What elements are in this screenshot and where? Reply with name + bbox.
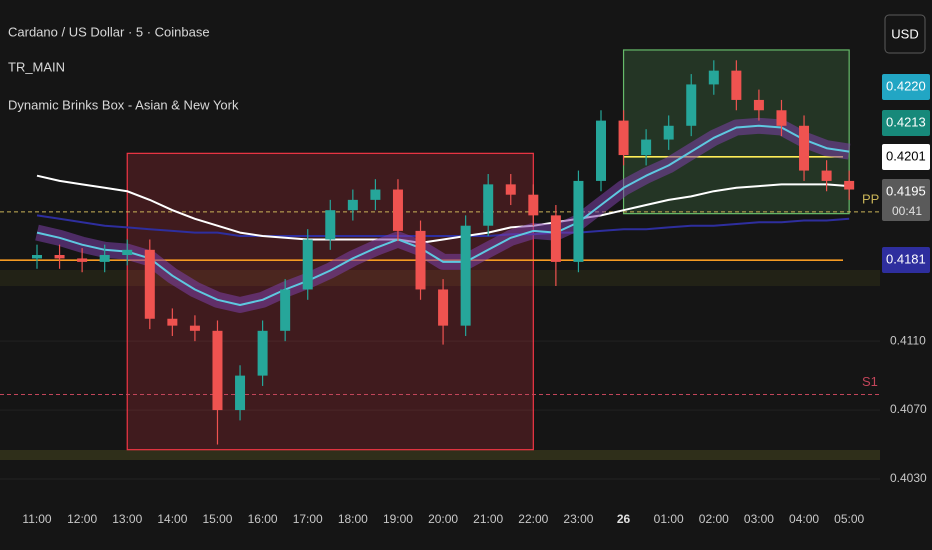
indicator-name: TR_MAIN xyxy=(8,59,65,74)
x-tick-label: 13:00 xyxy=(112,512,142,526)
candle-body xyxy=(821,170,832,181)
x-tick-label: 02:00 xyxy=(699,512,729,526)
price-label-box xyxy=(882,144,930,170)
candle-body xyxy=(167,318,178,326)
candle-body xyxy=(54,255,65,259)
candle-body xyxy=(550,215,561,262)
candle-body xyxy=(483,184,494,226)
x-tick-label: 01:00 xyxy=(654,512,684,526)
x-tick-label: 05:00 xyxy=(834,512,864,526)
price-label-box xyxy=(882,179,930,221)
x-tick-label: 26 xyxy=(617,512,631,526)
candle-body xyxy=(505,184,516,195)
plot-area xyxy=(0,49,880,480)
candle-body xyxy=(122,249,133,255)
candle-body xyxy=(235,375,246,411)
countdown: 00:41 xyxy=(892,204,922,218)
candle-body xyxy=(257,330,268,376)
candle-body xyxy=(573,180,584,262)
x-tick-label: 20:00 xyxy=(428,512,458,526)
candle-body xyxy=(799,125,810,171)
candle-body xyxy=(392,189,403,231)
x-tick-label: 15:00 xyxy=(202,512,232,526)
ma-line xyxy=(36,214,850,237)
symbol-title: Cardano / US Dollar · 5 · Coinbase xyxy=(8,24,210,39)
candle-body xyxy=(618,120,629,156)
candle-body xyxy=(663,125,674,140)
candle-body xyxy=(641,139,652,156)
candle-body xyxy=(460,225,471,326)
candle-body xyxy=(528,194,539,216)
candle-body xyxy=(844,180,855,190)
candle-body xyxy=(77,258,88,262)
currency-label[interactable]: USD xyxy=(891,26,918,41)
x-tick-label: 17:00 xyxy=(293,512,323,526)
x-tick-label: 18:00 xyxy=(338,512,368,526)
x-tick-label: 21:00 xyxy=(473,512,503,526)
currency-button[interactable] xyxy=(884,14,926,54)
candle-body xyxy=(415,230,426,290)
x-tick-label: 14:00 xyxy=(157,512,187,526)
candle-body xyxy=(212,330,223,411)
x-tick-label: 19:00 xyxy=(383,512,413,526)
zone-band xyxy=(0,270,880,286)
candle-body xyxy=(753,99,764,111)
x-tick-label: 11:00 xyxy=(22,512,51,526)
candle-body xyxy=(302,239,313,290)
x-tick-label: 16:00 xyxy=(248,512,278,526)
price-label: 0.4213 xyxy=(886,114,926,129)
y-tick-label: 0.4110 xyxy=(890,333,926,347)
price-label-box xyxy=(882,110,930,136)
candle-body xyxy=(708,70,719,85)
y-tick-label: 0.4070 xyxy=(890,402,927,416)
candle-body xyxy=(370,189,381,200)
candle-body xyxy=(189,325,200,331)
level-label: PP xyxy=(862,191,879,206)
candle-body xyxy=(325,210,336,240)
price-label: 0.4220 xyxy=(886,78,926,93)
zone-band xyxy=(0,450,880,460)
ma-line xyxy=(36,124,850,306)
candle-body xyxy=(347,199,358,211)
candle-body xyxy=(280,289,291,331)
candle-body xyxy=(596,120,606,181)
x-tick-label: 23:00 xyxy=(563,512,593,526)
level-label: S1 xyxy=(862,374,878,389)
price-label-box xyxy=(882,74,930,100)
candle-body xyxy=(776,110,787,126)
x-tick-label: 04:00 xyxy=(789,512,819,526)
candle-body xyxy=(438,289,449,326)
price-label-box xyxy=(882,247,930,273)
x-tick-label: 03:00 xyxy=(744,512,774,526)
price-label: 0.4201 xyxy=(886,148,926,163)
candle-body xyxy=(686,84,697,126)
x-tick-label: 12:00 xyxy=(67,512,97,526)
price-label: 0.4195 xyxy=(886,183,926,198)
ma-line xyxy=(36,174,850,244)
candle-body xyxy=(731,70,742,100)
candle-body xyxy=(32,255,42,259)
session-box xyxy=(126,152,534,451)
candle-body xyxy=(99,255,110,262)
y-tick-label: 0.4030 xyxy=(890,471,927,485)
indicator-name: Dynamic Brinks Box - Asian & New York xyxy=(8,97,239,112)
x-tick-label: 22:00 xyxy=(518,512,548,526)
candle-body xyxy=(144,249,155,319)
price-label: 0.4181 xyxy=(886,251,926,266)
